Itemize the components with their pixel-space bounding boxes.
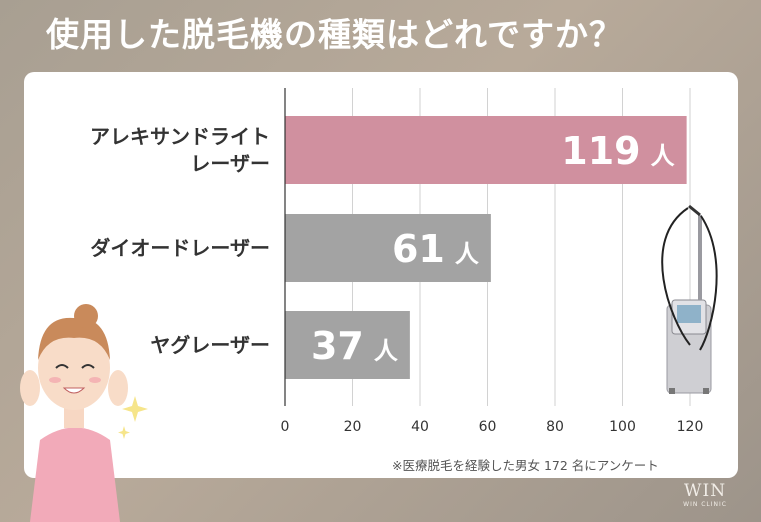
sparkle-icon [118, 396, 148, 439]
chart-title: 使用した脱毛機の種類はどれですか？ [46, 15, 624, 54]
tick-labels: 0 20 40 60 80 100 120 [281, 419, 704, 435]
bar-value-label: 61 人 [392, 227, 479, 271]
category-label: レーザー [190, 152, 270, 176]
woman-illustration [20, 304, 128, 522]
category-label: ヤグレーザー [150, 333, 270, 357]
win-clinic-logo: WIN WIN CLINIC [683, 481, 727, 508]
bars: 119 人 61 人 37 人 [285, 116, 687, 379]
x-tick-label: 20 [344, 419, 362, 435]
bar-value-label: 37 人 [311, 324, 398, 368]
bar [285, 116, 687, 184]
bar [285, 311, 410, 379]
x-tick-label: 0 [281, 419, 290, 435]
x-tick-label: 120 [677, 419, 704, 435]
logo-text: WIN [684, 481, 727, 501]
x-tick-label: 60 [479, 419, 497, 435]
bar-value-label: 119 人 [561, 129, 674, 173]
category-label: アレキサンドライト [90, 125, 270, 149]
x-tick-label: 80 [546, 419, 564, 435]
x-tick-label: 100 [609, 419, 636, 435]
category-label: ダイオードレーザー [90, 236, 270, 260]
laser-machine-illustration [661, 204, 718, 394]
bar [285, 214, 491, 282]
x-tick-label: 40 [411, 419, 429, 435]
survey-note: ※医療脱毛を経験した男女 172 名にアンケート [392, 458, 659, 473]
logo-subtext: WIN CLINIC [683, 501, 727, 508]
